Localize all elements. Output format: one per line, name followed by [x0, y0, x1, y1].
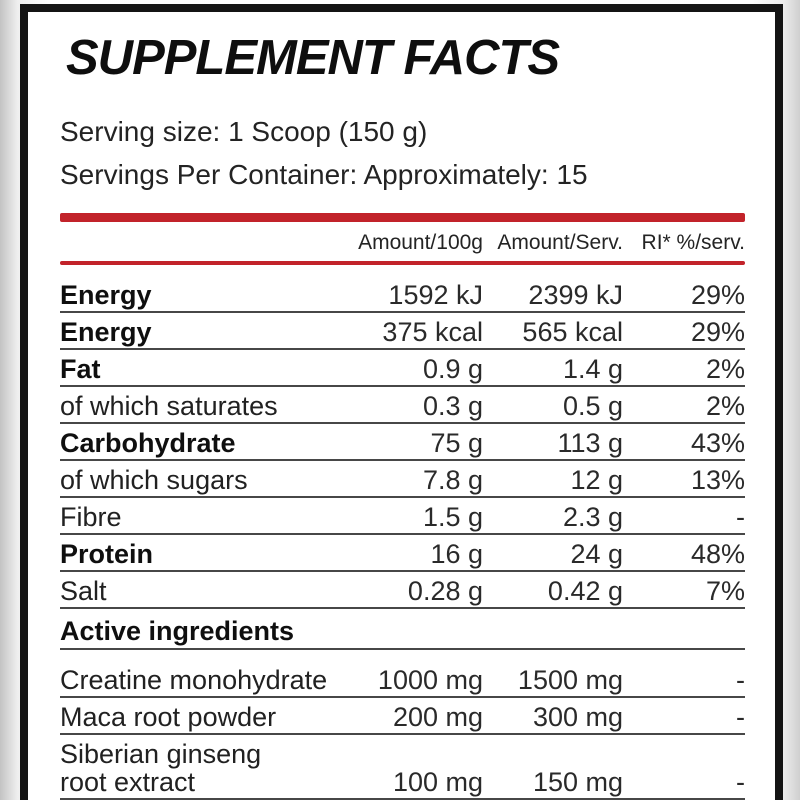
- label-frame: SUPPLEMENT FACTS Serving size: 1 Scoop (…: [20, 4, 783, 800]
- table-row: Fat 0.9 g 1.4 g 2%: [60, 350, 745, 387]
- amount-per-100g-value: 0.9 g: [422, 354, 483, 384]
- label-content: SUPPLEMENT FACTS Serving size: 1 Scoop (…: [28, 12, 775, 800]
- table-row: Maca root powder 200 mg 300 mg -: [60, 698, 745, 735]
- amount-per-serving-value: 1.4 g: [562, 354, 623, 384]
- amount-per-serving-value: 565 kcal: [522, 317, 623, 347]
- ingredients-table: Creatine monohydrate 1000 mg 1500 mg - M…: [60, 661, 745, 800]
- table-row: Siberian ginseng root extract 100 mg 150…: [60, 735, 745, 800]
- nutrient-name: of which sugars: [60, 465, 248, 495]
- table-row: Energy 1592 kJ 2399 kJ 29%: [60, 276, 745, 313]
- column-header-ri-percent: RI* %/serv.: [641, 231, 745, 254]
- table-row: Protein 16 g 24 g 48%: [60, 535, 745, 572]
- amount-per-serving-value: 12 g: [570, 465, 623, 495]
- column-header-amount-per-100g: Amount/100g: [358, 231, 483, 254]
- amount-per-serving-value: 24 g: [570, 539, 623, 569]
- nutrients-table: Energy 1592 kJ 2399 kJ 29% Energy 375 kc…: [60, 276, 745, 609]
- nutrient-name: of which saturates: [60, 391, 278, 421]
- amount-per-100g-value: 1000 mg: [377, 665, 483, 695]
- table-row: Creatine monohydrate 1000 mg 1500 mg -: [60, 661, 745, 698]
- nutrient-name: Protein: [60, 539, 154, 569]
- nutrient-name: Salt: [60, 576, 107, 606]
- amount-per-100g-value: 16 g: [430, 539, 483, 569]
- active-ingredients-header: Active ingredients: [60, 616, 745, 650]
- amount-per-100g-value: 7.8 g: [422, 465, 483, 495]
- column-header-spacer: [60, 231, 340, 255]
- table-column-headers: Amount/100g Amount/Serv. RI* %/serv.: [60, 222, 745, 261]
- amount-per-serving-value: 2.3 g: [562, 502, 623, 532]
- red-divider-thin: [60, 261, 745, 265]
- amount-per-100g-value: 375 kcal: [382, 317, 483, 347]
- nutrient-name: Creatine monohydrate: [60, 665, 328, 695]
- amount-per-100g-value: 75 g: [430, 428, 483, 458]
- amount-per-serving-value: 0.42 g: [547, 576, 623, 606]
- serving-size-text: Serving size: 1 Scoop (150 g): [60, 116, 428, 147]
- ri-percent-value: 2%: [705, 391, 745, 421]
- amount-per-serving-value: 0.5 g: [562, 391, 623, 421]
- nutrient-name: Maca root powder: [60, 702, 277, 732]
- amount-per-100g-value: 1.5 g: [422, 502, 483, 532]
- nutrient-name: Energy: [60, 280, 152, 310]
- nutrient-name: Fat: [60, 354, 101, 384]
- amount-per-serving-value: 1500 mg: [517, 665, 623, 695]
- ri-percent-value: 29%: [690, 280, 745, 310]
- amount-per-100g-value: 1592 kJ: [388, 280, 483, 310]
- nutrient-name: Energy: [60, 317, 152, 347]
- ri-percent-value: -: [736, 665, 745, 695]
- table-row: Energy 375 kcal 565 kcal 29%: [60, 313, 745, 350]
- column-header-amount-per-serving: Amount/Serv.: [497, 231, 623, 254]
- amount-per-100g-value: 0.28 g: [407, 576, 483, 606]
- nutrient-name: Carbohydrate: [60, 428, 236, 458]
- red-divider-thick: [60, 213, 745, 222]
- table-row: Fibre 1.5 g 2.3 g -: [60, 498, 745, 535]
- ri-percent-value: 2%: [705, 354, 745, 384]
- table-row: Salt 0.28 g 0.42 g 7%: [60, 572, 745, 609]
- amount-per-100g-value: 100 mg: [392, 767, 483, 797]
- amount-per-serving-value: 113 g: [557, 428, 623, 458]
- ri-percent-value: 29%: [690, 317, 745, 347]
- table-row: of which saturates 0.3 g 0.5 g 2%: [60, 387, 745, 424]
- amount-per-serving-value: 2399 kJ: [528, 280, 623, 310]
- amount-per-100g-value: 0.3 g: [422, 391, 483, 421]
- table-row: Carbohydrate 75 g 113 g 43%: [60, 424, 745, 461]
- nutrient-name: Fibre: [60, 502, 122, 532]
- nutrient-name: Siberian ginseng root extract: [60, 739, 262, 797]
- amount-per-serving-value: 150 mg: [532, 767, 623, 797]
- amount-per-100g-value: 200 mg: [392, 702, 483, 732]
- ri-percent-value: -: [736, 767, 745, 797]
- ri-percent-value: 43%: [690, 428, 745, 458]
- ri-percent-value: 13%: [690, 465, 745, 495]
- label-title: SUPPLEMENT FACTS: [66, 31, 560, 85]
- servings-per-container-text: Servings Per Container: Approximately: 1…: [60, 159, 588, 190]
- ri-percent-value: -: [736, 502, 745, 532]
- table-row: of which sugars 7.8 g 12 g 13%: [60, 461, 745, 498]
- ri-percent-value: 7%: [705, 576, 745, 606]
- serving-info: Serving size: 1 Scoop (150 g) Servings P…: [60, 110, 745, 196]
- ri-percent-value: -: [736, 702, 745, 732]
- ri-percent-value: 48%: [690, 539, 745, 569]
- amount-per-serving-value: 300 mg: [532, 702, 623, 732]
